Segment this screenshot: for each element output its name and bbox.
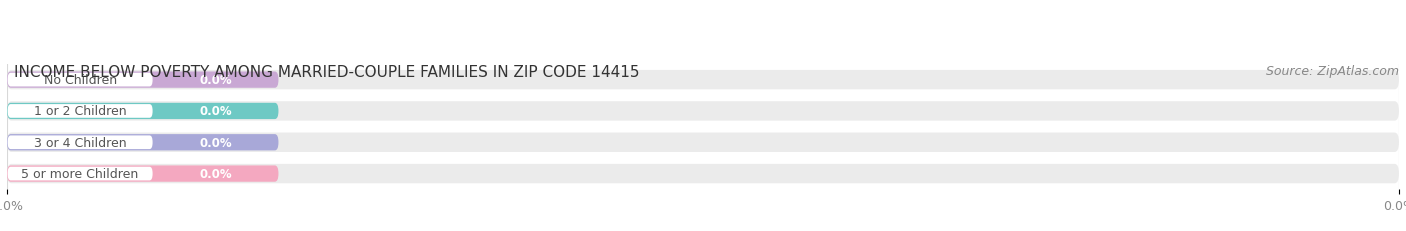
Text: 0.0%: 0.0% [200, 105, 232, 118]
Text: 3 or 4 Children: 3 or 4 Children [34, 136, 127, 149]
Text: 5 or more Children: 5 or more Children [21, 167, 139, 180]
Text: Source: ZipAtlas.com: Source: ZipAtlas.com [1265, 65, 1399, 78]
FancyBboxPatch shape [7, 166, 278, 182]
FancyBboxPatch shape [7, 164, 1399, 183]
FancyBboxPatch shape [7, 134, 278, 151]
FancyBboxPatch shape [7, 136, 153, 149]
FancyBboxPatch shape [7, 103, 278, 120]
FancyBboxPatch shape [7, 72, 278, 88]
FancyBboxPatch shape [7, 71, 1399, 90]
FancyBboxPatch shape [7, 105, 153, 118]
FancyBboxPatch shape [7, 102, 1399, 121]
FancyBboxPatch shape [7, 133, 1399, 152]
FancyBboxPatch shape [7, 73, 153, 87]
Text: No Children: No Children [44, 74, 117, 87]
FancyBboxPatch shape [7, 167, 153, 181]
Text: INCOME BELOW POVERTY AMONG MARRIED-COUPLE FAMILIES IN ZIP CODE 14415: INCOME BELOW POVERTY AMONG MARRIED-COUPL… [14, 65, 640, 80]
Text: 0.0%: 0.0% [200, 136, 232, 149]
Text: 0.0%: 0.0% [200, 74, 232, 87]
Text: 1 or 2 Children: 1 or 2 Children [34, 105, 127, 118]
Text: 0.0%: 0.0% [200, 167, 232, 180]
